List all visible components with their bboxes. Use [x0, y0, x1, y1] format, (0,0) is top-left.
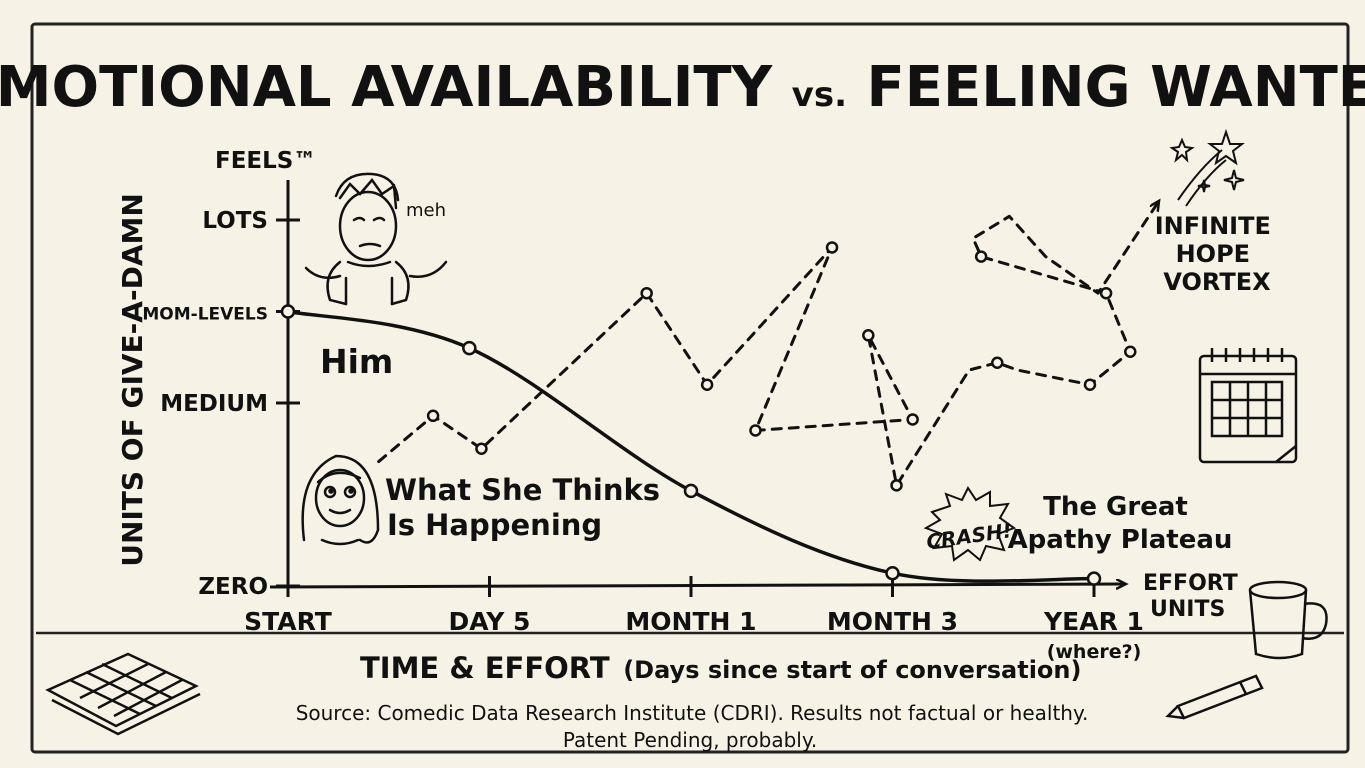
she-thinks-label-line2: Is Happening — [387, 508, 602, 542]
x-axis-end-label-line1: EFFORT — [1143, 571, 1238, 596]
vortex-label-line3: VORTEX — [1163, 268, 1271, 296]
she-thinks-point — [890, 479, 903, 492]
series-layer — [280, 202, 1159, 586]
y-tick-label: MOM-LEVELS — [142, 305, 268, 325]
him-label: Him — [320, 342, 393, 381]
she-thinks-label-line1: What She Thinks — [385, 473, 660, 507]
y-axis-label: UNITS OF GIVE-A-DAMN — [116, 193, 149, 567]
x-axis-line — [269, 584, 1125, 587]
him-point — [885, 565, 900, 581]
she-thinks-point — [906, 413, 919, 426]
she-thinks-point — [749, 424, 762, 437]
she-thinks-point — [1083, 378, 1097, 391]
she-thinks-label: What She Thinks Is Happening — [385, 473, 670, 542]
x-tick-label: DAY 5 — [449, 607, 531, 636]
x-tick-label: YEAR 1 — [1043, 607, 1144, 636]
series-she-thinks-line — [377, 202, 1159, 487]
meh-label: meh — [406, 200, 446, 221]
y-tick-label: MEDIUM — [160, 391, 268, 417]
vortex-label-line1: INFINITE — [1155, 212, 1271, 240]
source-line-2: Patent Pending, probably. — [563, 728, 817, 752]
x-tick-label: MONTH 3 — [827, 607, 958, 636]
source-line-1: Source: Comedic Data Research Institute … — [296, 701, 1089, 725]
she-thinks-point — [974, 250, 988, 263]
she-thinks-point — [475, 442, 488, 455]
x-ticks: START DAY 5 MONTH 1 MONTH 3 YEAR 1 — [244, 576, 1144, 636]
x-axis-end-label-line2: UNITS — [1150, 597, 1225, 622]
x-axis-label-sub: (Days since start of conversation) — [623, 656, 1081, 684]
vortex-label: INFINITE HOPE VORTEX — [1155, 212, 1279, 296]
shrugging-man-icon — [304, 172, 448, 306]
she-thinks-point — [862, 329, 875, 342]
y-tick-label: ZERO — [198, 574, 268, 600]
star-icon — [1169, 128, 1245, 207]
chart-title: EMOTIONAL AVAILABILITY vs. FEELING WANTE… — [0, 55, 1365, 120]
year1-note: (where?) — [1047, 641, 1142, 663]
notepad-icon — [45, 652, 201, 736]
x-tick-label: MONTH 1 — [625, 607, 756, 636]
plateau-label: The Great Apathy Plateau — [1008, 492, 1233, 555]
plateau-label-line2: Apathy Plateau — [1008, 525, 1233, 555]
she-thinks-point — [1124, 345, 1137, 359]
she-thinks-point — [426, 409, 440, 423]
she-thinks-point — [991, 356, 1004, 369]
she-thinks-point — [1099, 286, 1113, 300]
x-axis-label: TIME & EFFORT (Days since start of conve… — [360, 651, 1081, 685]
calendar-icon — [1198, 348, 1298, 464]
pen-icon — [1165, 674, 1264, 720]
x-tick-label: START — [244, 607, 332, 636]
crash-burst: CRASH! — [923, 486, 1017, 562]
plateau-label-line1: The Great — [1043, 492, 1188, 522]
vortex-label-line2: HOPE — [1176, 240, 1250, 268]
x-axis-end-label: EFFORT UNITS — [1143, 571, 1245, 622]
y-axis-top-label: FEELS™ — [215, 148, 316, 174]
y-tick-label: LOTS — [202, 208, 268, 234]
she-thinks-point — [640, 286, 653, 300]
coffee-mug-icon — [1248, 580, 1328, 660]
outer-frame — [30, 22, 1350, 754]
she-thinks-point — [700, 378, 714, 391]
him-point — [462, 340, 477, 356]
him-point — [683, 483, 699, 499]
him-point — [1086, 571, 1102, 586]
she-thinks-point — [825, 241, 839, 254]
him-point — [280, 304, 296, 319]
y-ticks: ZERO MEDIUM MOM-LEVELS LOTS — [142, 208, 300, 600]
x-axis-label-main: TIME & EFFORT — [360, 651, 610, 685]
girl-face-icon — [301, 454, 380, 546]
